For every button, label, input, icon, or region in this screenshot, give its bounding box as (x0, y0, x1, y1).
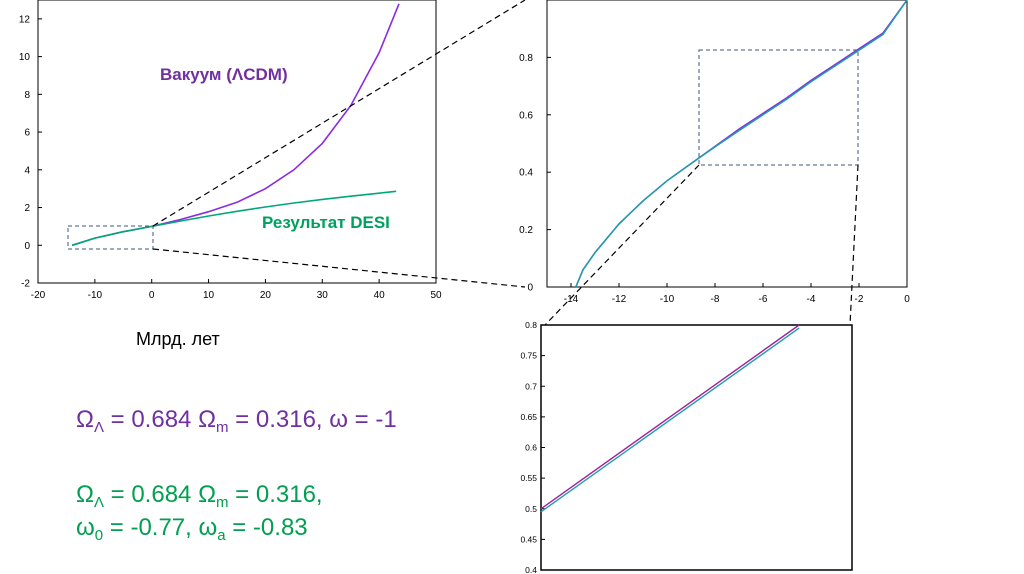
y-tick-label: 0.5 (525, 504, 537, 514)
y-tick-label: 0.8 (525, 320, 537, 330)
connector-line-top (152, 0, 526, 227)
zoom-box-secondary (698, 49, 859, 166)
zoom-plot-frame (546, 0, 908, 288)
y-tick-label: 0.6 (519, 110, 533, 121)
connector-line-bottom (152, 248, 526, 288)
zoom-box-main (67, 225, 154, 250)
y-tick-label: 8 (24, 90, 30, 101)
x-tick-label: 20 (260, 290, 272, 301)
x-tick-label: -14 (564, 294, 579, 305)
main-plot-frame (37, 0, 437, 284)
y-tick-label: 0.4 (519, 168, 533, 179)
y-tick-label: 0 (527, 283, 533, 294)
desi-label: Результат DESI (262, 213, 390, 232)
y-tick-label: -2 (21, 279, 30, 290)
desi-curve (71, 190, 397, 247)
x-tick-label: -8 (711, 294, 720, 305)
formula-desi-line2: ω0 = -0.77, ωa = -0.83 (76, 514, 308, 544)
formula-desi-line1: ΩΛ = 0.684 Ωm = 0.316, (76, 481, 323, 511)
y-tick-label: 0.6 (525, 443, 537, 453)
x-tick-label: 40 (374, 290, 386, 301)
y-tick-label: 10 (19, 52, 31, 63)
x-tick-label: 0 (904, 294, 910, 305)
connector-line-left (544, 164, 700, 326)
x-tick-label: 30 (317, 290, 329, 301)
y-tick-label: 0.55 (520, 473, 537, 483)
y-tick-label: 2 (24, 203, 30, 214)
connector-line-right (849, 164, 859, 326)
y-tick-label: 12 (19, 14, 31, 25)
x-tick-label: 50 (430, 290, 442, 301)
x-tick-label: -12 (612, 294, 627, 305)
vacuum-curve (71, 3, 400, 247)
y-tick-label: 0.4 (525, 565, 537, 574)
x-tick-label: 10 (203, 290, 215, 301)
x-tick-label: -10 (660, 294, 675, 305)
y-tick-label: 0.2 (519, 225, 533, 236)
x-tick-label: 0 (149, 290, 155, 301)
x-tick-label: -6 (759, 294, 768, 305)
x-tick-label: -4 (807, 294, 816, 305)
x-tick-label: -2 (855, 294, 864, 305)
y-tick-label: 0.45 (520, 534, 537, 544)
formula-vacuum: ΩΛ = 0.684 Ωm = 0.316, ω = -1 (76, 406, 397, 436)
y-tick-label: 0 (24, 241, 30, 252)
y-tick-label: 4 (24, 165, 30, 176)
x-tick-label: -20 (31, 290, 46, 301)
y-tick-label: 0.7 (525, 381, 537, 391)
detail-curve-vacuum (540, 324, 800, 510)
detail-curve-desi (540, 327, 800, 513)
zoom-curve-desi (575, 0, 908, 288)
y-tick-label: 0.75 (520, 351, 537, 361)
x-axis-unit: Млрд. лет (136, 329, 220, 349)
x-tick-label: -10 (88, 290, 103, 301)
y-tick-label: 0.65 (520, 412, 537, 422)
vacuum-label: Вакуум (ΛCDM) (160, 65, 288, 84)
zoom-curve-vacuum (575, 0, 908, 288)
y-tick-label: 6 (24, 128, 30, 139)
y-tick-label: 0.8 (519, 53, 533, 64)
detail-plot-frame (540, 324, 853, 571)
